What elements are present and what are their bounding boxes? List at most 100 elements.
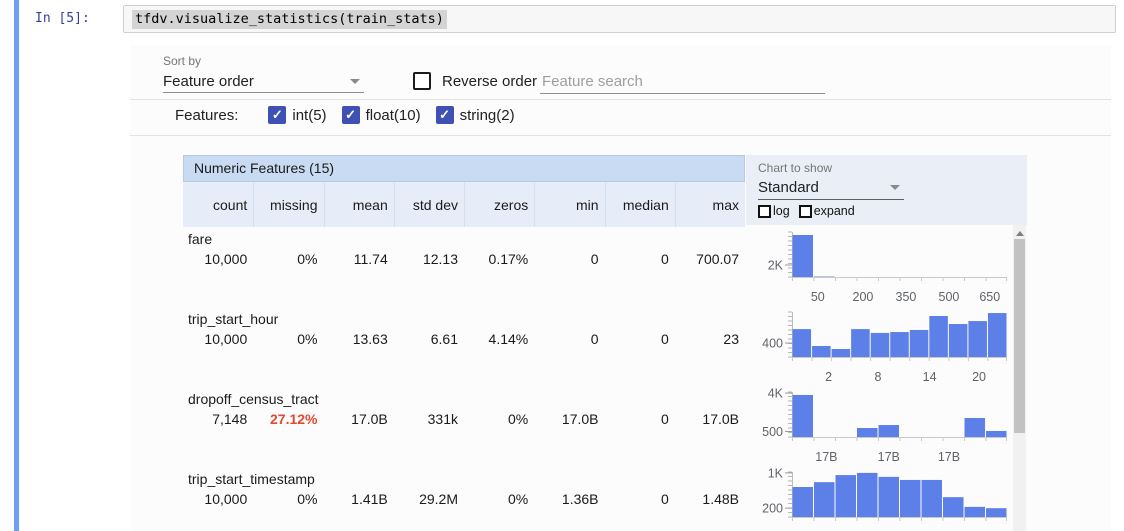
feature-type-filter-int5[interactable]: ✓ int(5) bbox=[268, 106, 327, 124]
svg-text:400: 400 bbox=[762, 337, 783, 351]
stat-value-count: 7,148 bbox=[212, 411, 248, 427]
stat-value-zeros: 4.14% bbox=[488, 331, 529, 347]
stat-value-std-dev: 29.2M bbox=[419, 491, 458, 507]
stat-value-std-dev: 6.61 bbox=[430, 331, 458, 347]
log-label: log bbox=[773, 204, 790, 218]
svg-text:20: 20 bbox=[972, 370, 986, 384]
feature-type-label: float(10) bbox=[365, 106, 421, 124]
histogram-fare[interactable]: 2K 50 200 350 500 650 bbox=[747, 227, 1013, 307]
dropdown-arrow-icon bbox=[350, 78, 360, 84]
stat-value-missing: 0% bbox=[297, 331, 318, 347]
chart-to-show-label: Chart to show bbox=[758, 161, 833, 175]
stat-value-median: 0 bbox=[660, 331, 669, 347]
svg-text:14: 14 bbox=[923, 370, 937, 384]
code-cell[interactable]: tfdv.visualize_statistics(train_stats) bbox=[123, 5, 1116, 33]
svg-text:17B: 17B bbox=[815, 450, 837, 464]
svg-text:500: 500 bbox=[939, 290, 960, 304]
histogram-svg: 400 2 8 14 20 bbox=[762, 311, 1007, 384]
svg-text:1K: 1K bbox=[768, 467, 784, 480]
numeric-features-table: Numeric Features (15) count missing mean st… bbox=[183, 155, 745, 531]
feature-type-checkbox[interactable]: ✓ bbox=[435, 106, 454, 124]
chart-type-value: Standard bbox=[758, 179, 819, 196]
stat-value-max: 17.0B bbox=[702, 411, 739, 427]
feature-type-checkbox[interactable]: ✓ bbox=[341, 106, 360, 124]
stat-value-count: 10,000 bbox=[204, 251, 248, 267]
table-row: trip_start_hour 10,000 0% 13.63 6.61 4.14% 0 0 2… bbox=[183, 307, 745, 387]
column-header-mean: mean bbox=[323, 182, 394, 227]
table-header: count missing mean std dev zeros min median max bbox=[183, 182, 745, 227]
feature-name: trip_start_hour bbox=[188, 311, 279, 327]
divider bbox=[130, 99, 1111, 100]
histogram-trip_start_hour[interactable]: 400 2 8 14 20 bbox=[747, 307, 1013, 387]
feature-type-filter-string2[interactable]: ✓ string(2) bbox=[435, 106, 515, 124]
svg-text:500: 500 bbox=[762, 425, 783, 439]
log-checkbox[interactable] bbox=[758, 204, 771, 218]
stat-value-zeros: 0% bbox=[508, 491, 529, 507]
stat-value-count: 10,000 bbox=[204, 331, 248, 347]
column-header-zeros: zeros bbox=[464, 182, 534, 227]
stat-value-median: 0 bbox=[660, 411, 669, 427]
histograms-column: 2K 50 200 350 500 650 400 2 8 14 20 4K 500 17B 17B 17B 1… bbox=[747, 227, 1013, 531]
sort-by-dropdown[interactable]: Feature order bbox=[163, 70, 364, 93]
stat-value-min: 0 bbox=[590, 251, 599, 267]
dropdown-arrow-icon bbox=[890, 185, 900, 190]
stat-value-zeros: 0.17% bbox=[488, 251, 529, 267]
cell-prompt: In [5]: bbox=[35, 11, 90, 26]
feature-type-checkbox[interactable]: ✓ bbox=[268, 106, 287, 124]
sort-by-value: Feature order bbox=[163, 72, 254, 90]
histogram-trip_start_timestamp[interactable]: 1K 200 bbox=[747, 466, 1013, 531]
column-header-missing: missing bbox=[253, 182, 323, 227]
divider bbox=[130, 135, 1111, 136]
expand-checkbox[interactable] bbox=[798, 204, 812, 218]
table-row: trip_start_timestamp 10,000 0% 1.41B 29.2M 0%… bbox=[183, 467, 745, 531]
stat-value-mean: 11.74 bbox=[353, 251, 388, 267]
feature-type-filters: Features: ✓ int(5) ✓ float(10) ✓ string(2) bbox=[175, 106, 530, 124]
stat-value-median: 0 bbox=[660, 251, 669, 267]
selected-cell-indicator bbox=[14, 0, 19, 531]
svg-text:17B: 17B bbox=[878, 450, 900, 464]
features-label: Features: bbox=[175, 106, 239, 124]
svg-text:200: 200 bbox=[762, 502, 783, 516]
svg-text:650: 650 bbox=[979, 290, 1000, 304]
svg-text:17B: 17B bbox=[938, 450, 960, 464]
tfdv-statistics-widget: Sort by Feature order Reverse order Feat… bbox=[130, 45, 1111, 531]
charts-scrollbar[interactable] bbox=[1013, 225, 1026, 531]
stat-value-mean: 17.0B bbox=[351, 411, 388, 427]
histogram-svg: 4K 500 17B 17B 17B bbox=[762, 387, 1007, 464]
stat-value-missing: 27.12% bbox=[270, 411, 318, 427]
feature-search-input[interactable] bbox=[540, 69, 825, 94]
stat-value-std-dev: 331k bbox=[427, 411, 458, 427]
svg-text:350: 350 bbox=[896, 290, 917, 304]
sort-by-label: Sort by bbox=[163, 54, 202, 68]
stat-value-missing: 0% bbox=[297, 491, 318, 507]
column-header-median: median bbox=[604, 182, 675, 227]
stat-value-median: 0 bbox=[660, 491, 669, 507]
code-text[interactable]: tfdv.visualize_statistics(train_stats) bbox=[132, 9, 447, 29]
feature-name: fare bbox=[188, 231, 213, 247]
svg-text:200: 200 bbox=[853, 290, 874, 304]
table-title: Numeric Features (15) bbox=[183, 155, 745, 182]
stat-value-count: 10,000 bbox=[204, 491, 248, 507]
stat-value-mean: 13.63 bbox=[352, 331, 388, 347]
stat-value-max: 23 bbox=[723, 331, 739, 347]
scrollbar-thumb[interactable] bbox=[1014, 239, 1025, 433]
svg-text:4K: 4K bbox=[768, 387, 784, 401]
reverse-order-checkbox[interactable] bbox=[413, 72, 431, 90]
column-header-count: count bbox=[213, 196, 248, 213]
svg-text:2: 2 bbox=[825, 370, 832, 384]
column-header-max: max bbox=[674, 182, 745, 227]
feature-type-label: string(2) bbox=[459, 106, 515, 124]
reverse-order-control[interactable]: Reverse order bbox=[413, 72, 537, 90]
column-header-min: min bbox=[534, 182, 604, 227]
scroll-up-icon[interactable] bbox=[1015, 231, 1024, 236]
feature-type-filter-float10[interactable]: ✓ float(10) bbox=[341, 106, 421, 124]
table-row: fare 10,000 0% 11.74 12.13 0.17% 0 0 700.07 bbox=[183, 227, 745, 307]
stat-value-mean: 1.41B bbox=[351, 491, 388, 507]
feature-name: trip_start_timestamp bbox=[188, 471, 315, 487]
histogram-dropoff_census_tract[interactable]: 4K 500 17B 17B 17B bbox=[747, 387, 1013, 467]
stat-value-min: 17.0B bbox=[561, 411, 599, 427]
svg-text:2K: 2K bbox=[768, 259, 784, 273]
stat-value-zeros: 0% bbox=[508, 411, 529, 427]
stat-value-min: 1.36B bbox=[561, 491, 599, 507]
chart-type-dropdown[interactable]: Standard bbox=[758, 176, 904, 200]
